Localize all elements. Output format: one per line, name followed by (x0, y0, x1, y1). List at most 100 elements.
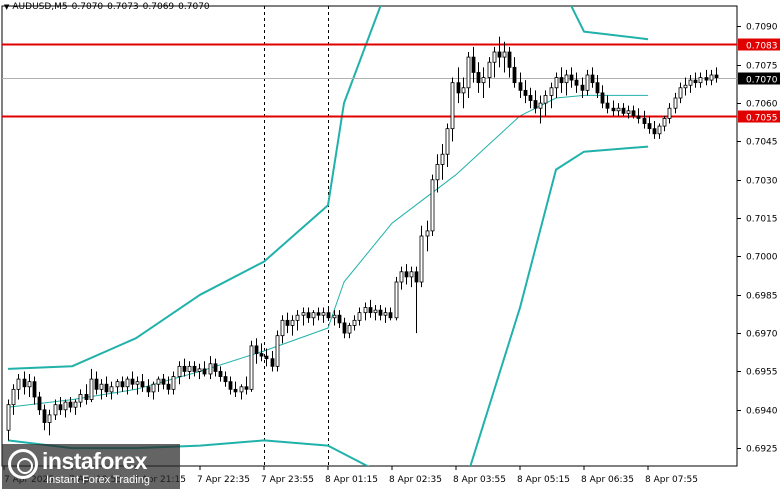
candle-body (456, 82, 461, 94)
candle-body (616, 107, 621, 112)
candle-body (63, 401, 68, 411)
candle-body (166, 383, 171, 390)
candle-body (326, 312, 331, 319)
candle-body (6, 404, 11, 431)
candle-body (487, 61, 492, 78)
candle-body (202, 368, 207, 375)
grid-lines (1, 5, 738, 467)
candle-body (512, 66, 517, 84)
candle-body (647, 123, 652, 130)
candle-body (698, 77, 703, 84)
y-tick-label: 0.6970 (746, 330, 778, 340)
candle-body (115, 381, 120, 388)
candle-body (419, 235, 424, 283)
candle-body (549, 87, 554, 96)
y-tick-label: 0.6940 (746, 407, 778, 417)
candle-body (595, 82, 600, 94)
candle-body (290, 319, 295, 326)
candle-body (476, 72, 481, 84)
candle-body (399, 271, 404, 283)
candle-body (321, 312, 326, 316)
candle-body (94, 378, 99, 390)
candle-body (130, 378, 135, 385)
candle-body (714, 74, 719, 78)
candle-body (332, 314, 337, 319)
candle-body (388, 312, 393, 319)
candle-body (244, 386, 249, 390)
candle-body (471, 56, 476, 73)
candle-body (667, 107, 672, 119)
candle-body (461, 87, 466, 94)
instaforex-watermark: instaforex Instant Forex Trading (2, 444, 180, 489)
watermark-tagline: Instant Forex Trading (46, 474, 150, 486)
close-value: 0.7070 (178, 2, 210, 12)
candle-body (564, 74, 569, 84)
candle-body (533, 100, 538, 109)
candle-body (409, 271, 414, 278)
low-value: 0.7069 (142, 2, 175, 12)
horizontal-level-label-bg (738, 110, 780, 123)
candle-body (636, 115, 641, 119)
candle-body (378, 309, 383, 316)
candle-body (538, 102, 543, 109)
candle-body (337, 314, 342, 324)
instaforex-logo-icon (8, 449, 38, 479)
candle-body (481, 77, 486, 84)
candlesticks (6, 36, 719, 441)
candle-body (642, 118, 647, 124)
y-tick-label: 0.7090 (746, 23, 778, 33)
candle-body (492, 51, 497, 63)
candle-body (223, 376, 228, 383)
y-tick-label: 0.6925 (746, 445, 778, 455)
candle-body (585, 74, 590, 91)
y-tick-label: 0.7015 (746, 215, 778, 225)
candle-body (42, 409, 47, 423)
day-separators (264, 6, 329, 466)
candle-body (450, 82, 455, 130)
triangle-down-icon[interactable]: ▼ (4, 3, 10, 11)
candle-body (528, 95, 533, 101)
candle-body (68, 401, 73, 408)
candle-body (662, 118, 667, 127)
x-tick-label: 8 Apr 05:15 (517, 475, 570, 485)
candle-body (518, 82, 523, 91)
candle-body (109, 386, 114, 393)
candle-body (678, 87, 683, 99)
candle-body (161, 378, 166, 385)
horizontal-level-label-bg (738, 38, 780, 51)
x-tick-label: 8 Apr 02:35 (389, 475, 442, 485)
x-tick-label: 7 Apr 22:35 (197, 475, 250, 485)
candle-body (704, 77, 709, 81)
y-tick-label: 0.7030 (746, 177, 778, 187)
candle-body (295, 314, 300, 321)
candle-body (177, 365, 182, 377)
candle-body (192, 365, 197, 372)
candle-body (16, 378, 21, 390)
candle-body (104, 383, 109, 393)
candle-body (151, 383, 156, 393)
horizontal-levels[interactable]: 0.7070 0.7083 0.7055 (2, 38, 780, 124)
candle-body (213, 363, 218, 372)
candle-body (187, 365, 192, 372)
candle-body (709, 74, 714, 81)
y-tick-label: 0.7075 (746, 62, 778, 72)
candle-body (347, 325, 352, 334)
x-tick-label: 8 Apr 07:55 (645, 475, 698, 485)
candle-body (78, 394, 83, 403)
candle-body (363, 307, 368, 314)
candle-body (611, 107, 616, 112)
x-tick-label: 8 Apr 06:35 (581, 475, 634, 485)
candle-body (47, 414, 52, 423)
candle-body (275, 335, 280, 367)
candle-body (84, 394, 89, 400)
candle-body (285, 319, 290, 326)
candle-body (657, 125, 662, 135)
price-axis[interactable]: 0.7090 0.7075 0.7060 0.7045 0.7030 0.7015 0.70… (737, 23, 778, 455)
candle-body (99, 383, 104, 390)
candle-body (569, 74, 574, 81)
candle-body (352, 319, 357, 326)
candle-body (652, 128, 657, 135)
candle-body (146, 386, 151, 393)
candle-body (559, 77, 564, 84)
